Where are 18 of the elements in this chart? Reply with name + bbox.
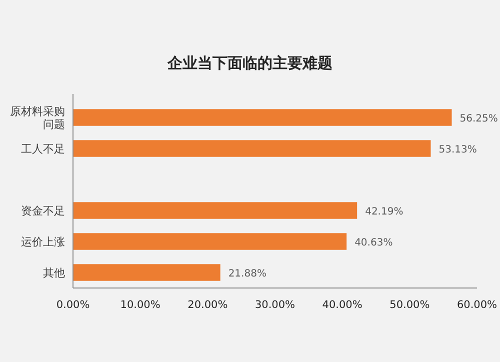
data-label: 53.13%: [438, 144, 477, 156]
data-label: 21.88%: [228, 268, 266, 280]
x-tick-label: 50.00%: [390, 299, 430, 311]
y-tick-label: 运价上涨: [21, 236, 65, 248]
y-tick-label: 资金不足: [21, 204, 65, 218]
x-tick-label: 60.00%: [456, 299, 498, 311]
x-tick-label: 40.00%: [322, 299, 362, 311]
y-tick-label: 其他: [43, 266, 65, 280]
x-tick-label: 30.00%: [254, 299, 296, 311]
title: 企业当下面临的主要难题: [168, 54, 332, 72]
data-label: 56.25%: [460, 114, 498, 124]
x-tick-label: 10.00%: [120, 299, 160, 311]
y-tick-label: 原材料采购问题: [10, 105, 65, 131]
data-label: 42.19%: [365, 206, 404, 218]
x-tick-label: 0.00%: [56, 299, 90, 311]
x-tick-label: 20.00%: [188, 299, 228, 311]
data-label: 40.63%: [354, 238, 393, 248]
y-tick-label: 工人不足: [21, 142, 65, 156]
